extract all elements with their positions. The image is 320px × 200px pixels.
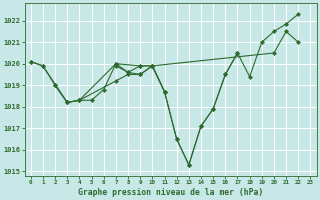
X-axis label: Graphe pression niveau de la mer (hPa): Graphe pression niveau de la mer (hPa) bbox=[78, 188, 263, 197]
